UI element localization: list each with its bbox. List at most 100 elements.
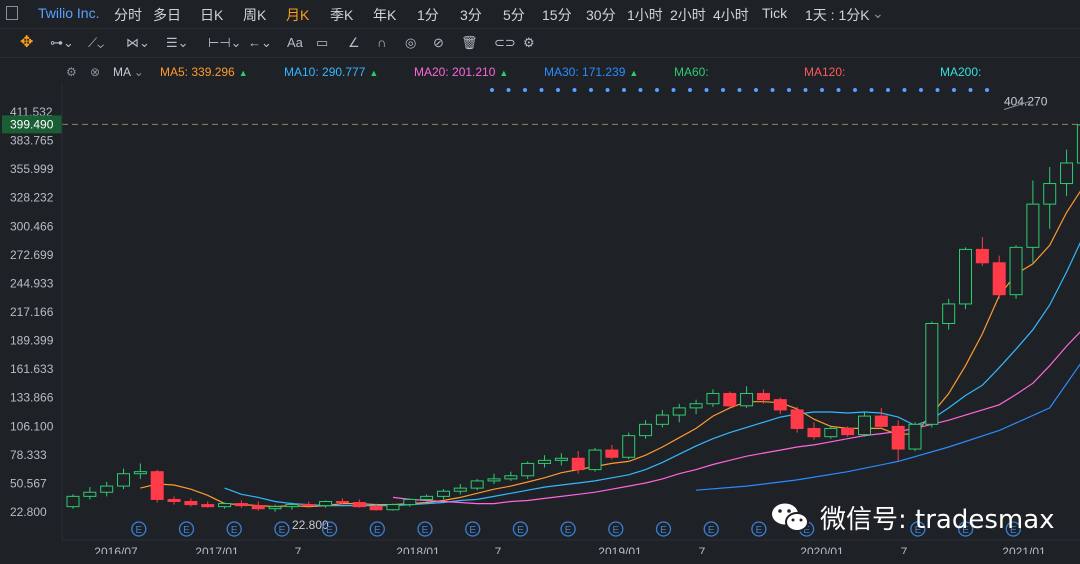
- price-tick-label: 22.800: [10, 505, 47, 519]
- earnings-marker-label: E: [708, 525, 715, 536]
- zigzag-tool-icon[interactable]: ⋈⌄: [126, 35, 150, 50]
- fib-tool-icon[interactable]: ☰⌄: [166, 35, 189, 50]
- timeframe-tab[interactable]: 1小时: [627, 7, 663, 23]
- arrow-tool-icon[interactable]: ←⌄: [248, 35, 272, 50]
- earnings-marker-label: E: [962, 525, 969, 536]
- time-tick-label: 7: [495, 545, 502, 554]
- visibility-icon[interactable]: ◎: [405, 35, 417, 50]
- forecast-dot: [572, 88, 577, 92]
- price-tick-label: 300.466: [10, 219, 54, 233]
- candle-body: [420, 495, 434, 500]
- chevron-down-icon[interactable]: ⌄: [872, 5, 884, 21]
- timeframe-tab[interactable]: 4小时: [713, 7, 749, 23]
- earnings-marker-label: E: [469, 525, 476, 536]
- forecast-dot: [655, 88, 659, 92]
- range-tool-icon[interactable]: ⊢⊣⌄: [208, 35, 242, 50]
- price-tick-label: 133.866: [10, 391, 54, 405]
- candle-body: [992, 262, 1006, 296]
- earnings-marker-label: E: [135, 525, 142, 536]
- forecast-dot: [737, 88, 742, 92]
- forecast-dot: [605, 88, 610, 92]
- timeframe-tab[interactable]: 多日: [153, 7, 181, 23]
- ma-line-ma20: [392, 331, 1080, 505]
- forecast-dot: [688, 88, 692, 92]
- earnings-marker: [1005, 521, 1021, 537]
- timeframe-tab[interactable]: 周K: [243, 7, 267, 23]
- candle-body: [891, 425, 905, 450]
- indicator-name[interactable]: MA ⌄: [113, 65, 144, 79]
- timeframe-tab[interactable]: 2小时: [670, 7, 706, 23]
- candle-body: [538, 459, 552, 464]
- earnings-marker-label: E: [565, 525, 572, 536]
- candle-body: [672, 407, 686, 416]
- hide-icon[interactable]: ⊘: [433, 35, 444, 50]
- price-tick-label: 217.166: [10, 305, 54, 319]
- candle-body: [622, 435, 636, 458]
- timeframe-tab[interactable]: 15分: [542, 7, 572, 23]
- line-tool-icon[interactable]: ⊶⌄: [50, 35, 74, 50]
- trend-tool-icon[interactable]: ⟋⌄: [88, 35, 105, 50]
- candle-body: [605, 449, 619, 458]
- candle-body: [167, 498, 181, 503]
- magnet-icon[interactable]: ∩: [377, 35, 387, 50]
- forecast-dot: [506, 88, 511, 92]
- timeframe-tab[interactable]: 季K: [330, 7, 354, 23]
- link-icon[interactable]: ⊂⊃: [494, 35, 516, 50]
- close-icon[interactable]: ⊗: [90, 65, 101, 79]
- forecast-dot: [754, 88, 758, 92]
- candle-body: [773, 399, 787, 411]
- timeframe-tab[interactable]: 3分: [460, 7, 482, 23]
- candle-body: [706, 392, 720, 405]
- candle-body: [740, 392, 754, 407]
- earnings-marker: [417, 521, 433, 537]
- candle-body: [117, 473, 131, 487]
- earnings-marker: [655, 521, 672, 537]
- timeframe-tab[interactable]: 1分: [417, 7, 439, 23]
- earnings-marker-label: E: [756, 525, 763, 536]
- earnings-marker: [178, 521, 195, 537]
- forecast-dot: [622, 88, 626, 92]
- candle-body: [790, 409, 804, 429]
- candle-body: [268, 506, 282, 510]
- timeframe-tab[interactable]: 年K: [373, 7, 397, 23]
- timeframe-tab[interactable]: 30分: [586, 7, 616, 23]
- current-price-label: 399.490: [10, 117, 54, 131]
- text-tool-icon[interactable]: Aa: [287, 35, 303, 50]
- ma-legend-ma60: MA60:: [674, 65, 709, 79]
- timeframe-tab[interactable]: 分时: [114, 7, 142, 23]
- candle-body: [369, 506, 383, 511]
- candle-body: [436, 490, 450, 497]
- timeframe-tab-active[interactable]: 月K: [286, 7, 310, 23]
- price-tick-label: 189.399: [10, 334, 54, 348]
- timeframe-dropdown[interactable]: 1天 : 1分K: [805, 7, 870, 23]
- forecast-dot: [721, 88, 725, 92]
- candlestick-chart[interactable]: 411.532383.765355.999328.232300.466272.6…: [0, 84, 1080, 554]
- wechat-watermark: 微信号: tradesmax: [770, 500, 1055, 535]
- settings-icon[interactable]: ⚙: [523, 35, 535, 50]
- trash-icon[interactable]: 🗑: [461, 35, 478, 50]
- panel-toggle-icon[interactable]: [6, 6, 18, 20]
- crosshair-move-icon[interactable]: ✥: [20, 34, 34, 51]
- comment-icon[interactable]: ▭: [316, 35, 329, 50]
- earnings-marker-label: E: [612, 525, 619, 536]
- ma-legend-ma20: MA20: 201.210 ▲: [414, 65, 509, 79]
- forecast-dot: [853, 88, 857, 92]
- time-tick-label: 7: [699, 545, 706, 554]
- forecast-dot: [952, 88, 956, 92]
- timeframe-tab[interactable]: 5分: [503, 7, 525, 23]
- ma-legend-ma5: MA5: 339.296 ▲: [160, 65, 248, 79]
- candle-body: [689, 403, 703, 409]
- watermark-text: 微信号: tradesmax: [820, 504, 1055, 535]
- symbol-name[interactable]: Twilio Inc.: [38, 5, 100, 21]
- ruler-icon[interactable]: ∠: [348, 35, 360, 50]
- candle-body: [133, 471, 147, 475]
- earnings-marker: [751, 521, 767, 537]
- timeframe-tab[interactable]: 日K: [200, 7, 224, 23]
- time-tick-label: 2017/01: [195, 545, 239, 554]
- high-label: 404.270: [1004, 94, 1048, 108]
- gear-icon[interactable]: ⚙: [66, 65, 77, 79]
- time-tick-label: 2016/07: [94, 545, 138, 554]
- forecast-dot: [539, 88, 544, 92]
- timeframe-tab[interactable]: Tick: [762, 5, 788, 21]
- earnings-marker: [131, 521, 147, 537]
